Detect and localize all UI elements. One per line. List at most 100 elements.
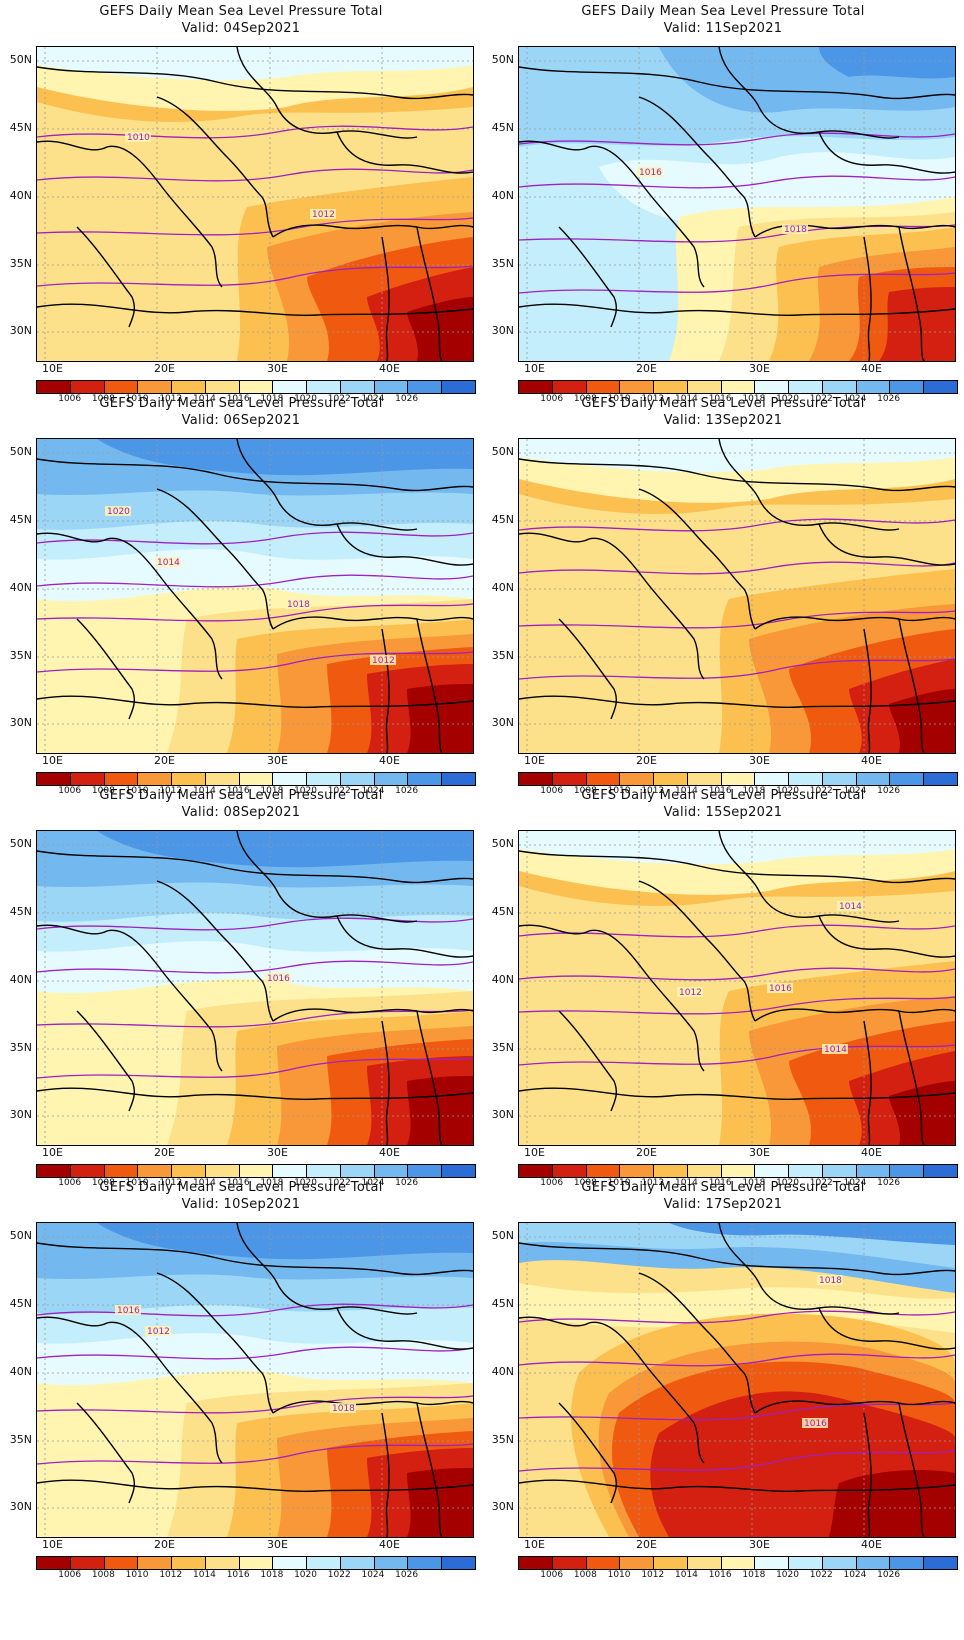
colorbar-swatch bbox=[205, 381, 240, 393]
colorbar-label: 1010 bbox=[607, 394, 631, 404]
contour-label: 1018 bbox=[332, 1404, 355, 1414]
coastline-border bbox=[818, 523, 955, 566]
lat-tick-label: 30N bbox=[491, 1500, 514, 1513]
colorbar-swatch bbox=[70, 773, 105, 785]
lon-tick-label: 20E bbox=[636, 754, 657, 767]
lon-tick-label: 20E bbox=[636, 1146, 657, 1159]
coastline-border bbox=[416, 1010, 443, 1145]
colorbar-label: 1008 bbox=[91, 1178, 115, 1188]
lon-tick-label: 30E bbox=[267, 754, 288, 767]
isobar-line bbox=[519, 132, 955, 146]
colorbar-swatch bbox=[374, 1165, 409, 1177]
isobar-line bbox=[519, 1353, 955, 1367]
lat-tick-label: 40N bbox=[9, 189, 32, 202]
colorbar-swatch bbox=[104, 1165, 139, 1177]
colorbar-swatch bbox=[586, 1165, 621, 1177]
pressure-band bbox=[669, 1223, 955, 1245]
lon-tick-label: 10E bbox=[524, 754, 545, 767]
pressure-band bbox=[97, 1223, 473, 1260]
coastline-border bbox=[236, 831, 418, 923]
colorbar-swatch bbox=[822, 1557, 857, 1569]
map-panel: GEFS Daily Mean Sea Level Pressure Total… bbox=[482, 1176, 964, 1586]
colorbar-swatch bbox=[37, 1557, 71, 1569]
colorbar-label: 1020 bbox=[294, 1178, 317, 1188]
colorbar-label: 1008 bbox=[91, 1570, 115, 1580]
contour-label-bg bbox=[677, 987, 703, 997]
colorbar-swatch bbox=[138, 1165, 173, 1177]
pressure-band bbox=[879, 287, 955, 361]
colorbar-swatch bbox=[138, 381, 173, 393]
colorbar-swatch bbox=[822, 381, 857, 393]
colorbar-label: 1014 bbox=[193, 1570, 216, 1580]
contour-label-bg bbox=[265, 973, 291, 983]
colorbar-label: 1016 bbox=[226, 1570, 250, 1580]
coastline-border bbox=[519, 140, 705, 288]
lat-tick-label: 40N bbox=[9, 1365, 32, 1378]
contour-label: 1016 bbox=[639, 168, 662, 178]
colorbar-swatch bbox=[519, 1557, 553, 1569]
coastline-border bbox=[156, 880, 274, 1022]
colorbar-swatch bbox=[721, 773, 756, 785]
colorbar-swatch bbox=[70, 1165, 105, 1177]
contour-label-bg bbox=[285, 599, 311, 609]
map-panel: GEFS Daily Mean Sea Level Pressure Total… bbox=[482, 392, 964, 802]
coastline-border bbox=[519, 695, 955, 708]
colorbar-label: 1018 bbox=[260, 1178, 284, 1188]
colorbar bbox=[518, 380, 958, 394]
colorbar-label: 1024 bbox=[843, 786, 867, 796]
pressure-band bbox=[599, 152, 955, 224]
contour-label: 1020 bbox=[107, 507, 130, 517]
contour-label: 1012 bbox=[147, 1327, 170, 1337]
pressure-map: 1016 1018 1012 bbox=[36, 1222, 474, 1538]
colorbar-swatch bbox=[519, 1165, 553, 1177]
pressure-band bbox=[97, 439, 473, 476]
colorbar-label: 1022 bbox=[327, 1178, 351, 1188]
colorbar-label: 1012 bbox=[641, 1178, 665, 1188]
contour-label-bg bbox=[782, 224, 808, 234]
colorbar-label: 1008 bbox=[573, 1178, 597, 1188]
coastline-border bbox=[718, 439, 900, 531]
contour-label-bg bbox=[105, 506, 131, 516]
lon-tick-label: 20E bbox=[154, 754, 175, 767]
colorbar-label: 1006 bbox=[540, 786, 564, 796]
colorbar bbox=[518, 772, 958, 786]
colorbar-swatch bbox=[552, 1165, 587, 1177]
coastline-border bbox=[76, 1402, 136, 1504]
colorbar-label: 1014 bbox=[193, 786, 216, 796]
colorbar-label: 1010 bbox=[607, 1178, 631, 1188]
coastline-border bbox=[558, 1010, 618, 1112]
map-panel: GEFS Daily Mean Sea Level Pressure Total… bbox=[0, 0, 482, 410]
contour-label-bg bbox=[767, 983, 793, 993]
colorbar-swatch bbox=[408, 381, 443, 393]
colorbar-label: 1018 bbox=[742, 786, 766, 796]
colorbar-swatch bbox=[924, 1165, 957, 1177]
coastline-border bbox=[336, 523, 473, 566]
lat-tick-label: 45N bbox=[9, 1297, 32, 1310]
coastline-border bbox=[416, 1402, 443, 1537]
colorbar-swatch bbox=[620, 1557, 655, 1569]
coastline-border bbox=[558, 226, 618, 328]
lat-tick-label: 30N bbox=[491, 1108, 514, 1121]
colorbar-label: 1024 bbox=[843, 1570, 867, 1580]
map-canvas bbox=[519, 439, 955, 753]
colorbar-label: 1012 bbox=[159, 1178, 183, 1188]
coastline-border bbox=[272, 1008, 473, 1022]
colorbar-swatch bbox=[273, 381, 308, 393]
isobar-line bbox=[519, 175, 955, 189]
lon-tick-label: 30E bbox=[749, 1146, 770, 1159]
colorbar-swatch bbox=[654, 773, 688, 785]
colorbar-label: 1020 bbox=[294, 394, 317, 404]
colorbar-swatch bbox=[856, 1557, 891, 1569]
isobar-line bbox=[37, 574, 473, 588]
colorbar-label: 1014 bbox=[675, 1178, 698, 1188]
coastline-border bbox=[718, 1223, 900, 1315]
lon-tick-label: 10E bbox=[42, 1538, 63, 1551]
colorbar-label: 1016 bbox=[708, 1570, 732, 1580]
colorbar bbox=[36, 380, 476, 394]
coastline-border bbox=[863, 628, 872, 753]
coastline-border bbox=[754, 616, 955, 630]
contour-label-bg bbox=[155, 557, 181, 567]
contour-label: 1012 bbox=[679, 988, 702, 998]
lon-tick-label: 40E bbox=[379, 1146, 400, 1159]
coastline-border bbox=[818, 131, 955, 174]
